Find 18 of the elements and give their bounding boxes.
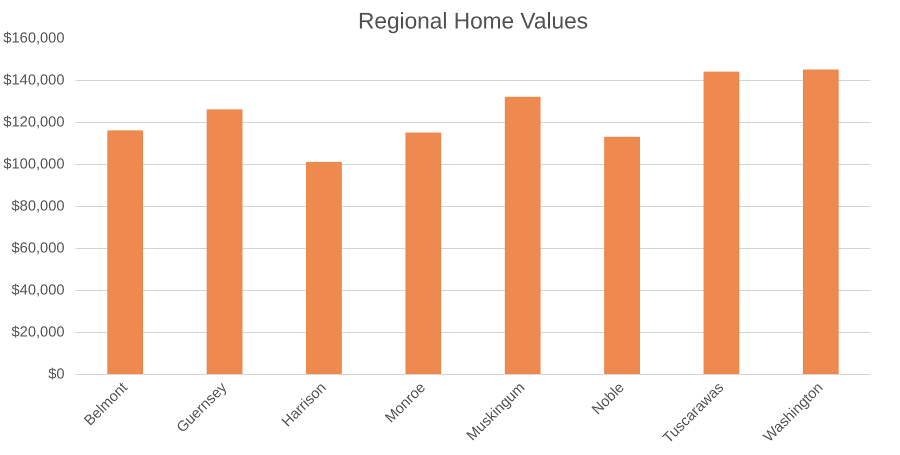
bar <box>107 130 144 374</box>
y-tick-label: $20,000 <box>12 324 65 340</box>
y-tick-label: $80,000 <box>12 198 65 214</box>
y-tick-label: $120,000 <box>3 114 65 130</box>
bar <box>405 132 442 374</box>
y-tick-label: $60,000 <box>12 240 65 256</box>
bar <box>704 72 740 374</box>
bar <box>306 162 342 374</box>
chart-title: Regional Home Values <box>358 8 588 34</box>
y-tick-label: $140,000 <box>3 72 65 88</box>
bar <box>604 136 640 374</box>
bar <box>802 70 839 374</box>
y-tick-label: $100,000 <box>3 156 65 172</box>
y-tick-label: $0 <box>48 366 65 382</box>
y-tick-label: $160,000 <box>3 30 65 46</box>
bar <box>206 109 242 374</box>
bar <box>504 96 541 374</box>
y-tick-label: $40,000 <box>12 282 65 298</box>
